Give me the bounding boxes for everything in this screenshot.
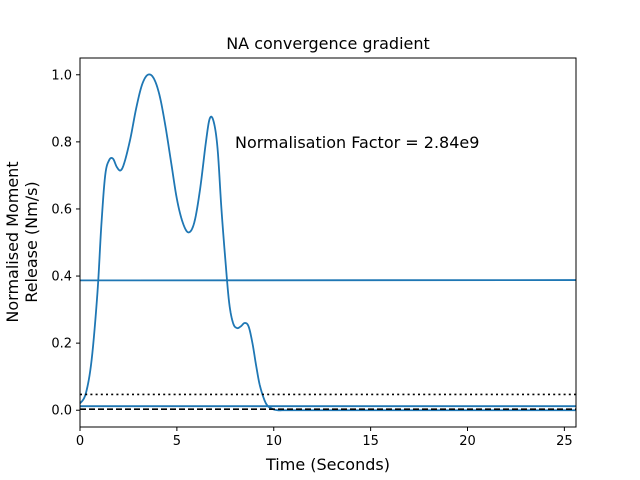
- y-tick-label: 0.6: [51, 202, 72, 217]
- series-line-1: [79, 73, 576, 412]
- x-axis-label: Time (Seconds): [265, 455, 390, 474]
- y-tick-label: 0.0: [51, 404, 72, 419]
- y-axis-label-line-2: Release (Nm/s): [22, 181, 41, 302]
- plot-frame: [79, 57, 577, 428]
- y-tick-label: 0.2: [51, 337, 72, 352]
- chart-title: NA convergence gradient: [226, 34, 430, 53]
- x-tick-label: 10: [265, 434, 282, 449]
- x-tick-label: 0: [76, 434, 84, 449]
- x-tick-label: 15: [362, 434, 379, 449]
- y-tick-label: 1.0: [51, 68, 72, 83]
- x-axis-ticks: 0 5 10 15 20 25: [76, 427, 573, 449]
- y-axis-ticks: 0.0 0.2 0.4 0.6 0.8 1.0: [51, 68, 80, 419]
- y-tick-label: 0.4: [51, 270, 72, 285]
- x-tick-label: 25: [556, 434, 573, 449]
- normalisation-annotation: Normalisation Factor = 2.84e9: [235, 133, 479, 152]
- y-tick-label: 0.8: [51, 135, 72, 150]
- x-tick-label: 20: [459, 434, 476, 449]
- plot-lines: [79, 73, 577, 412]
- x-tick-label: 5: [173, 434, 181, 449]
- y-axis-label-line-1: Normalised Moment: [3, 161, 22, 322]
